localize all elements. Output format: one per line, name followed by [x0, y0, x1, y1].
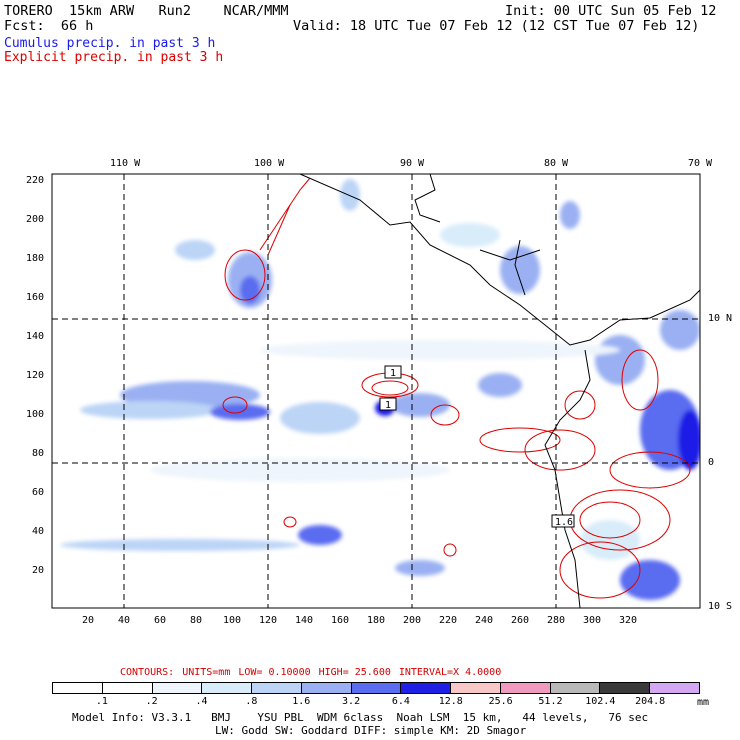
color-bar-label: .1 — [95, 696, 108, 707]
color-bar-label: .8 — [245, 696, 258, 707]
cumulus-precip-field — [60, 179, 700, 600]
color-bar-unit: mm — [697, 697, 710, 708]
y-tick: 200 — [26, 214, 45, 225]
valid-time: Valid: 18 UTC Tue 07 Feb 12 (12 CST Tue … — [293, 18, 700, 34]
color-bar-label: 12.8 — [438, 696, 463, 707]
color-bar-segment — [401, 683, 452, 693]
lon-label: 100 W — [254, 158, 285, 169]
forecast-line: Fcst: 66 h — [4, 19, 93, 33]
organization: NCAR/MMM — [223, 3, 289, 19]
contour-units: UNITS=mm — [182, 667, 231, 678]
color-bar-label: .4 — [195, 696, 208, 707]
x-tick: 120 — [259, 615, 278, 626]
forecast-hour: 66 h — [60, 18, 94, 34]
color-bar-label: 204.8 — [635, 696, 666, 707]
contour-high: HIGH= 25.600 — [318, 667, 391, 678]
lat-label: 0 — [708, 457, 715, 468]
x-tick: 320 — [619, 615, 638, 626]
x-tick: 160 — [331, 615, 350, 626]
x-tick: 20 — [82, 615, 95, 626]
y-tick: 120 — [26, 370, 45, 381]
forecast-label: Fcst: — [4, 18, 45, 34]
color-bar-label: 51.2 — [538, 696, 563, 707]
contour-label: 1.6 — [555, 517, 573, 528]
color-bar-segment — [152, 683, 203, 693]
color-bar-segment — [550, 683, 601, 693]
explicit-precip-contours — [222, 177, 691, 599]
color-bar-label: 25.6 — [488, 696, 513, 707]
color-bar-label: 3.2 — [342, 696, 361, 707]
color-bar-segment — [650, 683, 699, 693]
contour-label: 1 — [390, 368, 396, 379]
model-resolution: 15km ARW — [69, 3, 135, 19]
init-time: Init: 00 UTC Sun 05 Feb 12 — [505, 3, 717, 19]
contour-label: 1 — [385, 400, 391, 411]
x-tick: 280 — [547, 615, 566, 626]
color-bar-segment — [252, 683, 302, 693]
contour-low: LOW= 0.10000 — [238, 667, 311, 678]
coastlines — [299, 174, 700, 608]
color-bar-label: 1.6 — [292, 696, 311, 707]
y-tick: 20 — [32, 565, 45, 576]
contour-label-box — [384, 365, 402, 379]
y-tick: 140 — [26, 331, 45, 342]
explicit-legend: Explicit precip. in past 3 h — [4, 50, 224, 65]
y-tick: 220 — [26, 175, 45, 186]
y-tick: 100 — [26, 409, 45, 420]
lon-label: 90 W — [400, 158, 425, 169]
x-tick: 300 — [583, 615, 602, 626]
color-bar-label: .2 — [145, 696, 158, 707]
y-tick: 60 — [32, 487, 45, 498]
precip-color-bar — [52, 682, 700, 694]
color-bar-label: 6.4 — [391, 696, 410, 707]
y-tick: 180 — [26, 253, 45, 264]
physics-info-line: LW: Godd SW: Goddard DIFF: simple KM: 2D… — [215, 724, 527, 737]
x-tick: 260 — [511, 615, 530, 626]
model-info-line: Model Info: V3.3.1 BMJ YSU PBL WDM 6clas… — [72, 711, 649, 724]
contour-label-box — [551, 514, 575, 528]
lon-label: 110 W — [110, 158, 141, 169]
x-tick: 180 — [367, 615, 386, 626]
color-bar-segment — [301, 683, 352, 693]
y-tick: 160 — [26, 292, 45, 303]
y-tick: 80 — [32, 448, 45, 459]
x-tick: 60 — [154, 615, 167, 626]
color-bar-segment — [53, 683, 103, 693]
color-bar-label: 102.4 — [585, 696, 616, 707]
x-tick: 220 — [439, 615, 458, 626]
x-tick: 140 — [295, 615, 314, 626]
lon-label: 70 W — [688, 158, 713, 169]
contour-info: CONTOURS: UNITS=mm LOW= 0.10000 HIGH= 25.60… — [120, 667, 509, 678]
lat-label: 10 S — [708, 601, 733, 612]
color-bar-segment — [600, 683, 651, 693]
lat-label: 10 N — [708, 313, 733, 324]
lon-label: 80 W — [544, 158, 569, 169]
color-bar-segment — [351, 683, 402, 693]
lat-lon-grid — [52, 174, 700, 608]
y-tick: 40 — [32, 526, 45, 537]
color-bar-segment — [102, 683, 153, 693]
contour-label-box — [379, 397, 397, 411]
header-model-line: TORERO 15km ARW Run2 NCAR/MMM — [4, 4, 289, 18]
color-bar-segment — [202, 683, 253, 693]
color-bar-segment — [451, 683, 501, 693]
x-tick: 100 — [223, 615, 242, 626]
x-tick: 200 — [403, 615, 422, 626]
contour-label-text: CONTOURS: — [120, 667, 175, 678]
run-name: Run2 — [158, 3, 191, 19]
x-tick: 80 — [190, 615, 203, 626]
model-name: TORERO — [4, 3, 53, 19]
map-frame — [51, 173, 701, 609]
contour-interval: INTERVAL=X 4.0000 — [398, 667, 502, 678]
cumulus-legend: Cumulus precip. in past 3 h — [4, 36, 216, 51]
x-tick: 240 — [475, 615, 494, 626]
color-bar-segment — [500, 683, 551, 693]
x-tick: 40 — [118, 615, 131, 626]
